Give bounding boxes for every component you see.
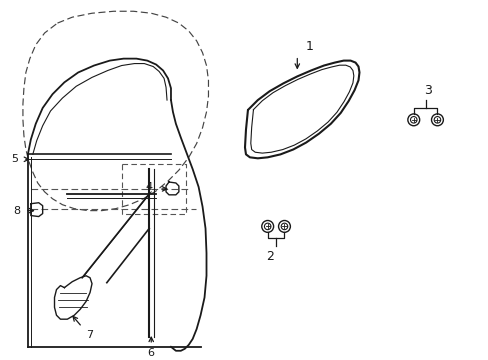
Text: 5: 5 (12, 154, 19, 164)
Text: 6: 6 (147, 348, 154, 358)
Text: 2: 2 (265, 249, 273, 262)
Text: 7: 7 (86, 330, 93, 340)
Text: 3: 3 (423, 84, 430, 97)
Text: 8: 8 (13, 206, 20, 216)
Text: 1: 1 (305, 40, 312, 53)
Text: 4: 4 (145, 182, 153, 192)
